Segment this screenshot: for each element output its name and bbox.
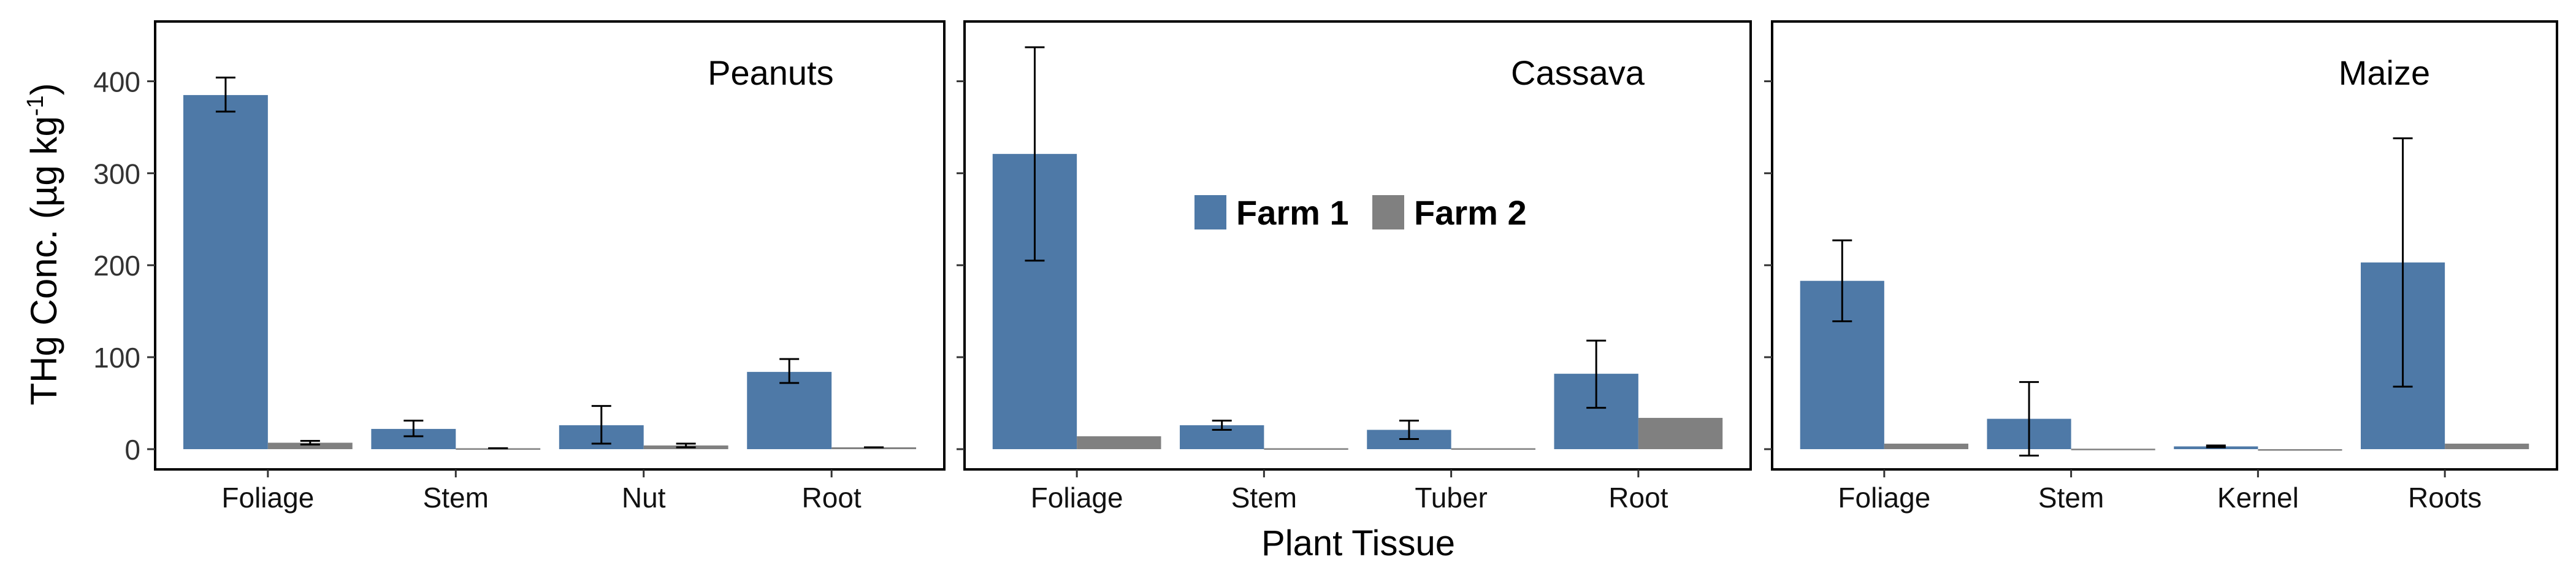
panel-title-cassava: Cassava [1511, 53, 1645, 92]
bar-peanuts-root-farm-1 [747, 372, 832, 450]
bar-cassava-foliage-farm-2 [1077, 436, 1161, 450]
y-tick-label-300: 300 [93, 158, 140, 190]
error-bar-cassava-root-farm-1 [1586, 339, 1607, 409]
x-tick-label-cassava-tuber: Tuber [1415, 482, 1487, 514]
x-tick-label-peanuts-root: Root [802, 482, 862, 514]
error-bar-maize-stem-farm-1 [2019, 381, 2039, 457]
x-tick-label-cassava-foliage: Foliage [1031, 482, 1123, 514]
x-tick-label-maize-roots: Roots [2408, 482, 2482, 514]
x-tick-label-cassava-root: Root [1608, 482, 1668, 514]
error-bar-peanuts-nut-farm-2 [676, 442, 696, 449]
error-bar-peanuts-root-farm-1 [779, 358, 800, 384]
bar-maize-foliage-farm-2 [1884, 444, 1968, 450]
panel-frame-cassava [963, 20, 1752, 471]
legend-swatch-farm-1 [1194, 195, 1226, 229]
bar-cassava-root-farm-2 [1638, 418, 1723, 450]
panel-frame-peanuts [154, 20, 946, 471]
bar-maize-roots-farm-2 [2445, 444, 2529, 450]
x-tick-label-peanuts-nut: Nut [622, 482, 666, 514]
y-axis-title-superscript: -1 [23, 95, 48, 116]
legend-swatch-farm-2 [1372, 195, 1404, 229]
y-tick-label-100: 100 [93, 342, 140, 374]
error-bar-cassava-stem-farm-1 [1212, 420, 1232, 431]
bar-cassava-tuber-farm-2 [1451, 448, 1535, 450]
bar-maize-kernel-farm-2 [2258, 449, 2342, 451]
error-bar-cassava-tuber-farm-1 [1399, 420, 1419, 441]
bar-maize-stem-farm-2 [2071, 449, 2155, 450]
panel-cassava: Cassava Foliage Stem Tuber Root [957, 20, 1752, 514]
legend-label-farm-1: Farm 1 [1236, 193, 1349, 232]
bar-peanuts-foliage-farm-1 [183, 94, 268, 450]
error-bar-maize-foliage-farm-1 [1832, 239, 1852, 323]
legend-label-farm-2: Farm 2 [1414, 193, 1527, 232]
y-tick-label-400: 400 [93, 66, 140, 98]
error-bar-maize-kernel-farm-1 [2206, 444, 2226, 449]
panel-peanuts: Peanuts 0 100 200 300 400 Foliage Stem Nut Root [93, 20, 946, 514]
bar-cassava-stem-farm-2 [1264, 448, 1348, 450]
y-tick-label-200: 200 [93, 250, 140, 282]
panel-title-peanuts: Peanuts [708, 53, 834, 92]
bar-peanuts-foliage-farm-2 [267, 442, 353, 450]
x-tick-label-cassava-stem: Stem [1231, 482, 1297, 514]
panel-title-maize: Maize [2339, 53, 2430, 92]
error-bar-peanuts-foliage-farm-2 [300, 440, 320, 446]
error-bar-maize-roots-farm-1 [2393, 137, 2413, 388]
x-axis-title: Plant Tissue [1261, 523, 1455, 563]
panel-frame-maize [1771, 20, 2558, 471]
legend: Farm 1 Farm 2 [1194, 193, 1527, 232]
y-axis-title-close: ) [23, 83, 64, 95]
y-axis-title: THg Conc. (µg kg-1) [23, 83, 64, 405]
error-bar-peanuts-foliage-farm-1 [215, 76, 235, 113]
x-tick-label-maize-kernel: Kernel [2217, 482, 2299, 514]
x-tick-label-maize-stem: Stem [2038, 482, 2104, 514]
y-tick-label-0: 0 [124, 434, 140, 466]
panel-maize: Maize Foliage Stem Kernel Roots [1764, 20, 2558, 514]
error-bar-peanuts-stem-farm-1 [403, 420, 424, 437]
error-bar-cassava-foliage-farm-1 [1025, 46, 1045, 262]
error-bar-peanuts-nut-farm-1 [591, 405, 611, 445]
x-tick-label-maize-foliage: Foliage [1838, 482, 1930, 514]
x-tick-label-peanuts-foliage: Foliage [221, 482, 314, 514]
y-axis-title-main: THg Conc. (µg kg [23, 116, 64, 405]
x-tick-label-peanuts-stem: Stem [423, 482, 489, 514]
